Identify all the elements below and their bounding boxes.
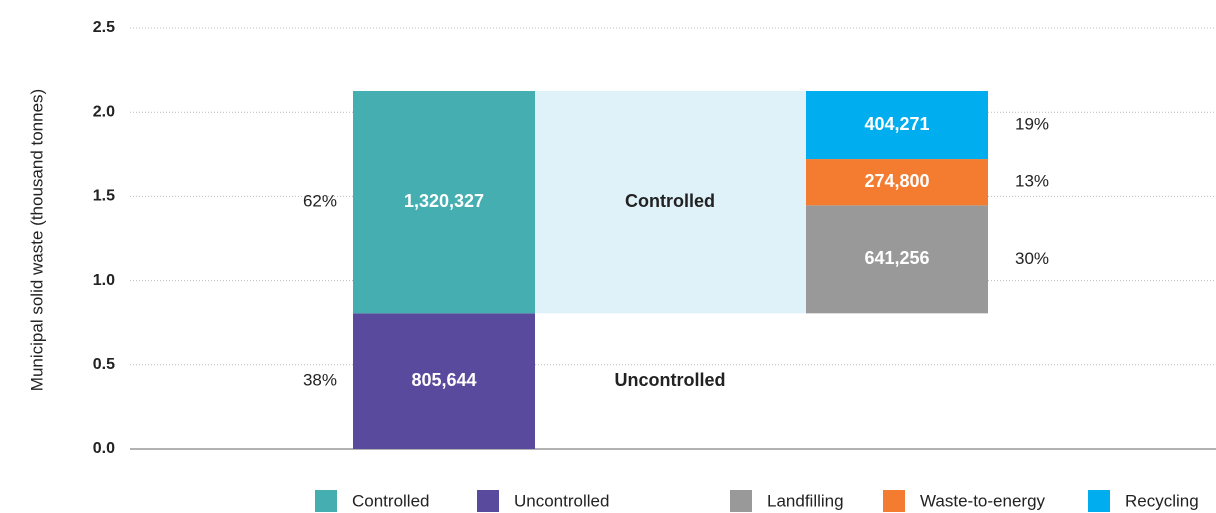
bar-segment (806, 90, 988, 160)
legend-swatch (477, 490, 499, 512)
value-label: 805,644 (411, 370, 476, 390)
flow-label: Uncontrolled (615, 370, 726, 390)
legend-label: Waste-to-energy (920, 491, 1046, 510)
legend-swatch (730, 490, 752, 512)
bar-segment (806, 205, 988, 314)
share-label: 19% (1015, 115, 1049, 134)
value-label: 404,271 (864, 114, 929, 134)
share-label: 38% (303, 371, 337, 390)
share-label: 62% (303, 192, 337, 211)
y-tick-label: 2.0 (93, 103, 115, 120)
bar-segment (353, 313, 535, 449)
legend-swatch (883, 490, 905, 512)
flow-band (535, 90, 806, 314)
y-tick-label: 2.5 (93, 19, 115, 36)
share-label: 13% (1015, 172, 1049, 191)
y-axis-label: Municipal solid waste (thousand tonnes) (27, 89, 46, 391)
y-tick-label: 0.0 (93, 440, 115, 457)
y-tick-label: 1.5 (93, 188, 115, 205)
legend-swatch (315, 490, 337, 512)
legend-label: Landfilling (767, 491, 844, 510)
y-tick-label: 1.0 (93, 272, 115, 289)
value-label: 641,256 (864, 248, 929, 268)
value-label: 274,800 (864, 171, 929, 191)
share-label: 30% (1015, 249, 1049, 268)
legend-label: Recycling (1125, 491, 1199, 510)
legend-swatch (1088, 490, 1110, 512)
y-tick-label: 0.5 (93, 356, 115, 373)
bar-segment (353, 90, 535, 314)
legend-label: Controlled (352, 491, 430, 510)
bar-segment (806, 159, 988, 206)
legend-label: Uncontrolled (514, 491, 609, 510)
flow-label: Controlled (625, 191, 715, 211)
value-label: 1,320,327 (404, 191, 484, 211)
